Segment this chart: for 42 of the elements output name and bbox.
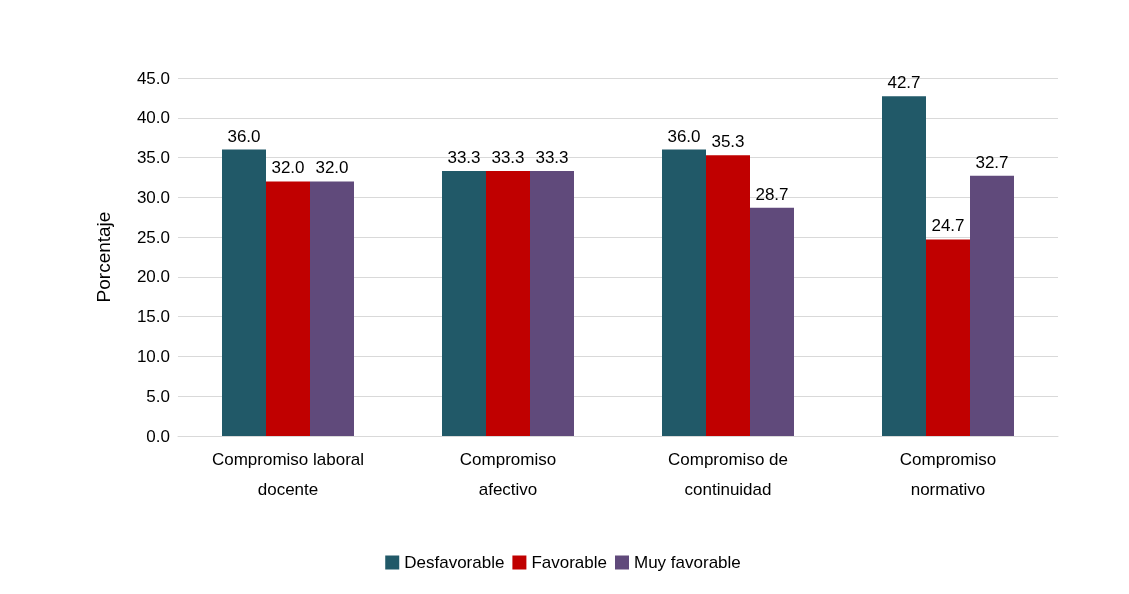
legend-label: Muy favorable	[633, 553, 741, 572]
y-tick-label: 5.0	[146, 386, 170, 406]
data-label: 28.7	[755, 184, 789, 204]
legend-label: Desfavorable	[404, 553, 505, 572]
bar	[530, 171, 574, 436]
data-label: 33.3	[491, 148, 525, 168]
data-label: 32.0	[271, 158, 305, 178]
bar	[442, 171, 486, 436]
data-label: 32.0	[315, 158, 349, 178]
bar	[706, 155, 750, 436]
data-label: 32.7	[975, 152, 1009, 172]
data-label: 36.0	[227, 126, 261, 146]
bar	[926, 239, 970, 436]
bar	[750, 207, 794, 436]
x-tick-label: Compromiso normativo	[899, 449, 997, 499]
data-label: 24.7	[931, 216, 965, 236]
y-tick-label: 0.0	[146, 426, 170, 446]
bar	[222, 149, 266, 436]
bar	[662, 149, 706, 436]
y-tick-label: 35.0	[136, 148, 170, 168]
y-tick-label: 45.0	[136, 68, 170, 88]
x-tick-label: Compromiso de continuidad	[668, 449, 788, 499]
data-label: 42.7	[887, 73, 921, 93]
bar	[882, 96, 926, 436]
legend-label: Favorable	[531, 553, 608, 572]
data-label: 33.3	[535, 148, 569, 168]
y-tick-label: 10.0	[136, 346, 170, 366]
y-tick-label: 40.0	[136, 108, 170, 128]
y-tick-label: 30.0	[136, 187, 170, 207]
bar	[486, 171, 530, 436]
y-tick-label: 15.0	[136, 307, 170, 327]
data-label: 33.3	[447, 148, 481, 168]
bar	[266, 181, 310, 436]
y-tick-label: 20.0	[136, 267, 170, 287]
bar	[310, 181, 354, 436]
data-label: 36.0	[667, 126, 701, 146]
x-tick-label: Compromiso laboral docente	[211, 449, 365, 499]
bar	[970, 175, 1014, 436]
data-label: 35.3	[711, 132, 745, 152]
y-axis-title: Porcentaje	[93, 211, 114, 303]
x-tick-label: Compromiso afectivo	[459, 449, 557, 499]
y-tick-label: 25.0	[136, 227, 170, 247]
